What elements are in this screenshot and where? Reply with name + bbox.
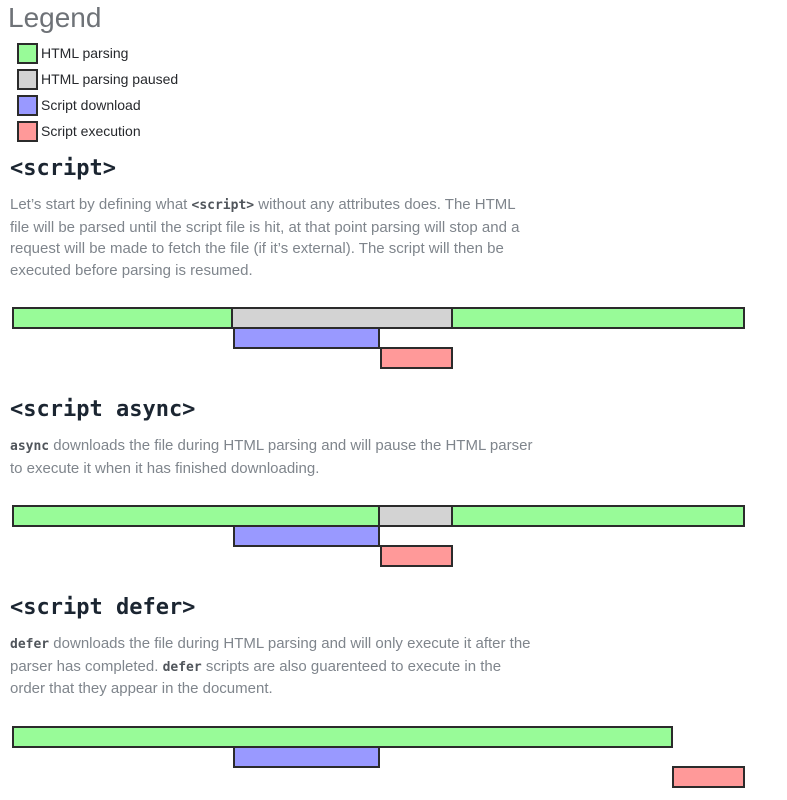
legend-label: Script execution — [41, 123, 141, 139]
inline-code-script-tag: <script> — [191, 198, 255, 213]
legend-label: HTML parsing — [41, 45, 129, 61]
legend: Legend HTML parsing HTML parsing paused … — [0, 2, 787, 144]
bar-parse — [12, 725, 673, 748]
section-script-async: <script async> async downloads the file … — [0, 397, 787, 569]
legend-label: HTML parsing paused — [41, 71, 179, 87]
bar-execute — [380, 347, 453, 369]
bar-parse — [12, 505, 380, 527]
legend-item-script-execution: Script execution — [17, 118, 787, 144]
paragraph-text: downloads the file during HTML parsing a… — [10, 635, 531, 675]
legend-swatch-script-execution — [17, 120, 38, 142]
bar-execute — [672, 765, 745, 788]
section-script: <script> Let’s start by defining what <s… — [0, 156, 787, 371]
legend-swatch-script-download — [17, 94, 38, 116]
paragraph-text: downloads the file during HTML parsing a… — [10, 437, 533, 477]
legend-item-script-download: Script download — [17, 92, 787, 118]
paragraph-text: without any attributes does. The HTML fi… — [10, 196, 520, 279]
inline-code-defer: defer — [10, 637, 50, 652]
bar-paused — [231, 307, 453, 329]
bar-parse — [451, 505, 745, 527]
section-heading-script-defer: <script defer> — [10, 595, 196, 620]
section-paragraph-script-defer: defer downloads the file during HTML par… — [10, 633, 535, 700]
bar-execute — [380, 545, 453, 567]
section-paragraph-script-async: async downloads the file during HTML par… — [10, 435, 535, 479]
legend-item-html-parsing-paused: HTML parsing paused — [17, 66, 787, 92]
paragraph-text: Let’s start by defining what — [10, 196, 192, 213]
legend-title: Legend — [8, 2, 102, 33]
legend-swatch-html-parsing — [17, 42, 38, 64]
legend-swatch-html-parsing-paused — [17, 68, 38, 90]
inline-code-defer: defer — [162, 659, 202, 675]
inline-code-async: async — [10, 439, 50, 454]
bar-download — [233, 745, 380, 768]
timeline-diagram-script — [0, 307, 787, 371]
bar-download — [233, 327, 380, 349]
section-script-defer: <script defer> defer downloads the file … — [0, 595, 787, 790]
section-heading-script-async: <script async> — [10, 397, 196, 422]
legend-label: Script download — [41, 97, 141, 113]
bar-download — [233, 525, 380, 547]
bar-paused — [378, 505, 453, 527]
bar-parse — [451, 307, 745, 329]
timeline-diagram-script-async — [0, 505, 787, 569]
legend-item-html-parsing: HTML parsing — [17, 40, 787, 66]
paragraph-text: scripts are also guarenteed to execute i… — [10, 657, 502, 698]
timeline-diagram-script-defer — [0, 725, 787, 790]
section-heading-script: <script> — [10, 156, 116, 181]
section-paragraph-script: Let’s start by defining what <script> wi… — [10, 194, 535, 281]
bar-parse — [12, 307, 233, 329]
